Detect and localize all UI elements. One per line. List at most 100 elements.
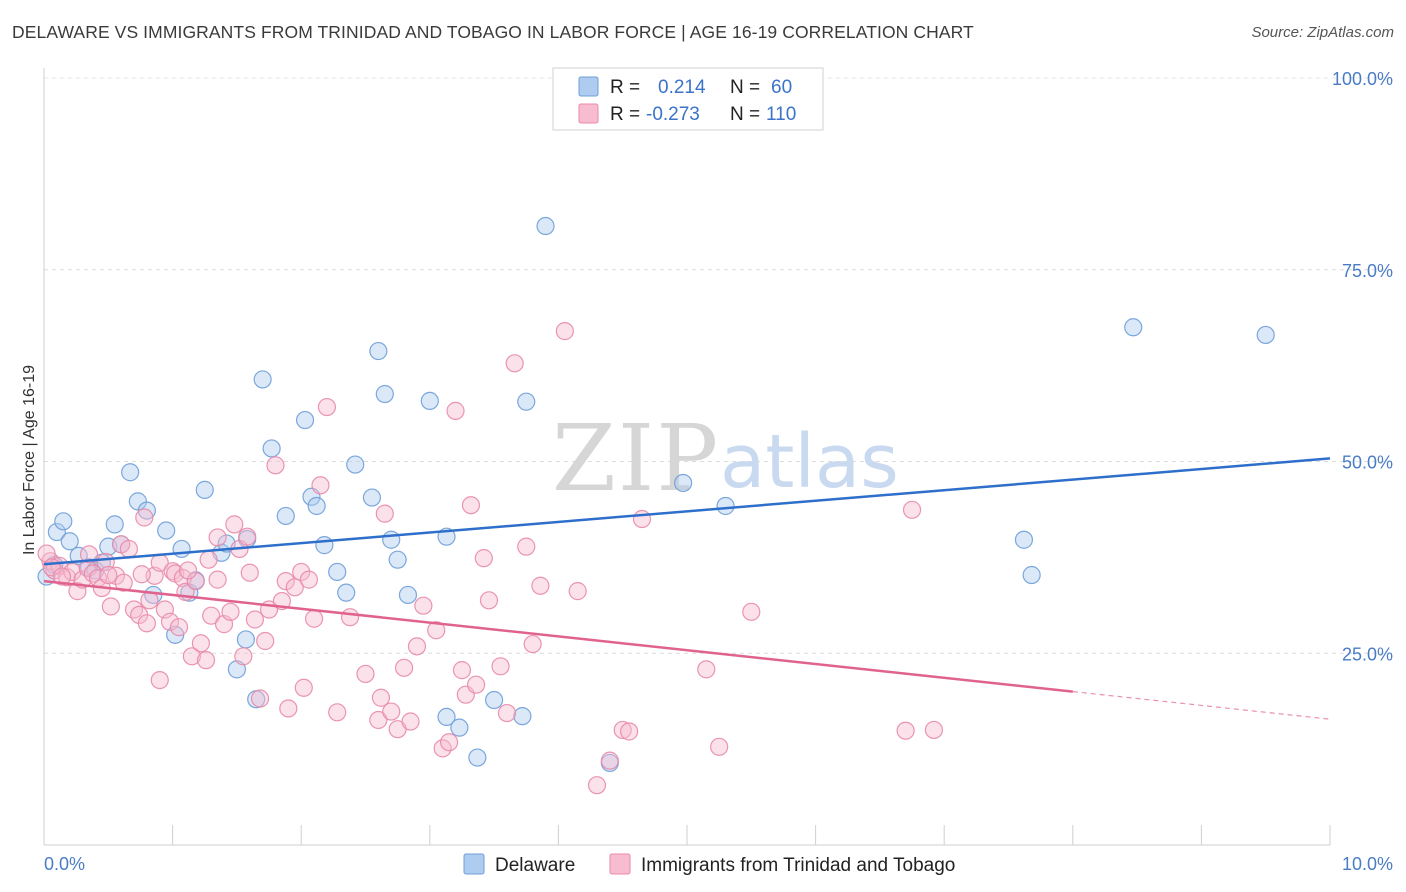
trinidad-point [137,614,156,633]
trinidad-point [163,562,182,581]
delaware-point [315,536,334,555]
trinidad-point [505,354,524,373]
y-tick-label: 25.0% [1342,644,1393,664]
trinidad-point [250,689,270,708]
trinidad-point [294,678,313,697]
trinidad-point [202,606,221,625]
delaware-point [536,216,555,236]
trinidad-point [132,565,151,584]
bottom-legend-swatch-trinidad [609,853,631,875]
trinidad-point [587,776,607,795]
trinidad-point [568,582,587,601]
trinidad-point [238,527,257,546]
legend-swatch-delaware [578,76,599,97]
delaware-point [437,707,456,727]
trinidad-point [555,322,574,341]
trinidad-point [479,591,499,610]
trinidad-point [196,651,216,670]
delaware-point [674,473,693,493]
delaware-point [157,521,176,540]
delaware-point [468,748,487,767]
trinidad-point [924,720,944,740]
delaware-point [195,480,214,499]
legend-r-value: 0.214 [658,77,706,98]
trinidad-trend-extension [1072,691,1331,720]
trinidad-point [256,631,275,651]
axes [43,68,1331,846]
trinidad-point [135,508,154,527]
x-tick-label: 0.0% [44,854,85,874]
trinidad-point [394,658,414,677]
trinidad-point [182,647,201,666]
delaware-point [262,439,281,458]
stats-legend: R = 0.214 N = 60 R = -0.273 N = 110 [552,67,824,131]
trinidad-point [169,618,189,637]
trinidad-point [304,609,324,628]
legend-swatch-trinidad [578,103,599,124]
y-tick-label: 50.0% [1342,453,1393,473]
chart-title: DELAWARE VS IMMIGRANTS FROM TRINIDAD AND… [12,22,974,42]
trinidad-point [119,539,138,559]
delaware-point [60,532,79,551]
delaware-point [121,463,140,482]
trinidad-point [99,565,118,585]
trinidad-point [292,562,311,582]
trinidad-point [37,544,56,563]
tick-labels: 25.0% 50.0% 75.0% 100.0% 0.0% 10.0% [44,69,1393,874]
y-tick-label: 75.0% [1342,261,1393,281]
trinidad-point [234,647,253,666]
trinidad-point [79,545,99,564]
delaware-point [1124,318,1143,337]
delaware-point [328,562,347,582]
trinidad-point [371,688,391,707]
trinidad-point [240,563,259,582]
legend-r-label: R = [610,104,640,125]
trinidad-point [276,572,295,591]
delaware-point [388,550,407,569]
bottom-legend-trinidad: Immigrants from Trinidad and Tobago [641,855,955,876]
delaware-point [450,718,469,737]
trinidad-point [710,737,729,756]
trinidad-point [328,703,347,722]
watermark-zip: ZIP [552,405,720,512]
trinidad-point [140,591,159,610]
trinidad-point [375,504,394,523]
trinidad-point [531,576,550,595]
delaware-point [276,506,295,526]
delaware-point [47,522,66,542]
trinidad-point [317,397,337,417]
trinidad-point [369,710,388,730]
legend-n-label: N = [730,104,760,125]
trinidad-point [742,602,761,621]
trinidad-point [427,621,446,640]
trinidad-point [414,596,433,615]
delaware-point [375,384,394,404]
trinidad-trend-line [43,579,1073,693]
trinidad-point [208,570,227,589]
trinidad-point [697,660,716,679]
trinidad-point [356,664,375,684]
trinidad-point [446,401,465,420]
trinidad-point [178,561,198,580]
trinidad-point [299,570,319,589]
legend-n-value: 60 [771,77,792,98]
bottom-legend-swatch-delaware [463,853,485,875]
delaware-point [398,585,418,605]
trinidad-point [199,550,218,569]
trinidad-point [896,721,915,740]
trinidad-point [439,733,459,752]
delaware-point [382,530,401,549]
trinidad-point [407,637,427,656]
delaware-point [105,515,124,534]
trinidad-point [452,661,472,680]
y-tick-label: 100.0% [1332,69,1393,89]
trinidad-point [517,537,536,556]
delaware-point [716,496,735,516]
trinidad-point [340,608,360,627]
trinidad-point [279,699,298,718]
trinidad-point [600,751,619,770]
trinidad-point [245,610,265,629]
delaware-point [295,410,315,430]
trinidad-point [466,675,486,694]
